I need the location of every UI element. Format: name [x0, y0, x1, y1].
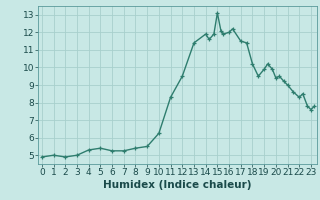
- X-axis label: Humidex (Indice chaleur): Humidex (Indice chaleur): [103, 180, 252, 190]
